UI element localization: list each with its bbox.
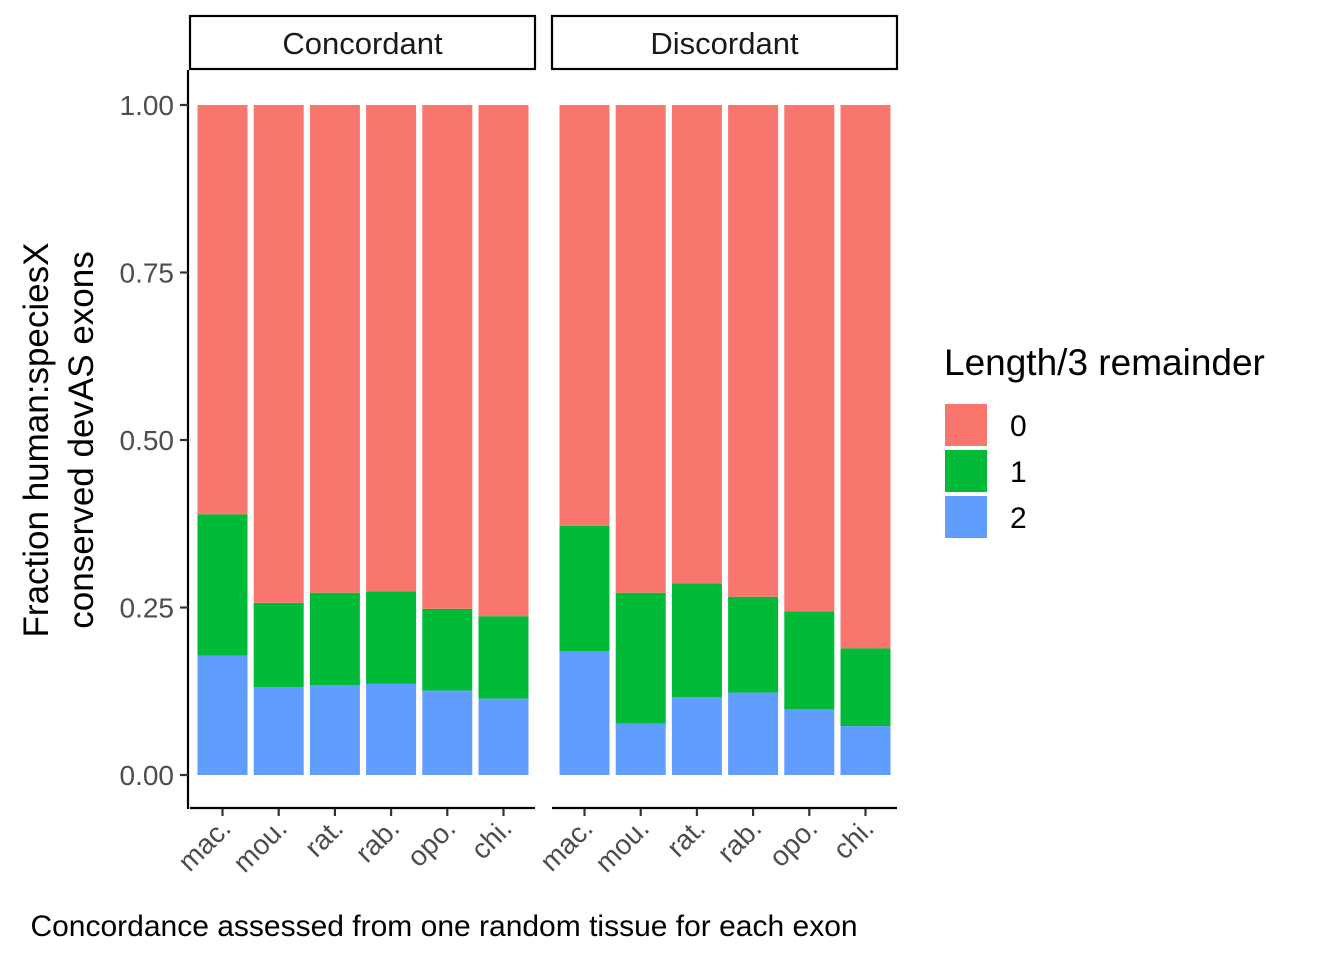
bar-segment-concordant-opo-0: [422, 105, 473, 609]
x-tick-label: chi.: [827, 812, 880, 865]
bar-segment-discordant-opo-0: [784, 105, 835, 612]
legend-title: Length/3 remainder: [944, 342, 1265, 383]
bar-segment-concordant-mac-2: [197, 655, 248, 775]
bar-segment-discordant-rab-1: [728, 596, 779, 693]
bar-segment-concordant-mac-1: [197, 514, 248, 656]
legend-key-2: [945, 496, 987, 538]
x-tick-label: mou.: [227, 812, 293, 878]
bar-segment-discordant-rat-0: [671, 105, 722, 584]
y-tick-label: 0.75: [120, 258, 175, 289]
bar-segment-concordant-chi-2: [478, 698, 529, 775]
y-tick-label: 0.25: [120, 593, 175, 624]
bar-segment-concordant-opo-2: [422, 690, 473, 775]
bar-segment-concordant-rat-2: [309, 685, 360, 775]
bar-segment-concordant-rat-1: [309, 592, 360, 686]
y-axis-label-line-1: Fraction human:speciesX: [17, 243, 56, 638]
bar-segment-concordant-chi-1: [478, 616, 529, 699]
bar-segment-discordant-mac-0: [559, 105, 610, 526]
facet-strip: [550, 14, 899, 71]
x-tick-label: rab.: [349, 812, 405, 868]
bar-segment-discordant-rab-0: [728, 105, 779, 597]
x-tick-label: mou.: [589, 812, 655, 878]
legend-key-1: [945, 450, 987, 492]
bar-segment-discordant-opo-2: [784, 709, 835, 775]
bar-segment-concordant-rat-0: [309, 105, 360, 593]
facet-discordant: Discordant mac.mou. rat. rab.opo. chi.: [534, 14, 899, 878]
bar-segment-concordant-mac-0: [197, 105, 248, 515]
bar-segment-discordant-opo-1: [784, 611, 835, 710]
y-axis: 0.00 0.25 0.50 0.75 1.00: [120, 70, 190, 809]
legend-key-0: [945, 404, 987, 446]
facet-strip: [188, 14, 537, 71]
bar-segment-concordant-rab-1: [366, 591, 417, 684]
x-tick-label: opo.: [401, 812, 461, 872]
bar-segment-discordant-mou-1: [615, 592, 666, 724]
legend-label-0: 0: [1010, 410, 1027, 443]
x-tick-label: chi.: [465, 812, 518, 865]
bar-segment-discordant-rat-1: [671, 583, 722, 698]
bar-segment-concordant-mou-0: [253, 105, 304, 603]
bar-segment-concordant-mou-2: [253, 687, 304, 775]
x-axis-label: Concordance assessed from one random tis…: [30, 910, 857, 943]
bar-segment-discordant-chi-1: [840, 648, 891, 727]
facet-strip-label: Discordant: [650, 26, 799, 61]
bar-segment-discordant-mac-1: [559, 525, 610, 652]
bar-segment-concordant-chi-0: [478, 105, 529, 617]
legend-label-2: 2: [1010, 502, 1027, 535]
x-tick-label: opo.: [763, 812, 823, 872]
y-tick-label: 0.00: [120, 760, 175, 791]
legend: Length/3 remainder 0 1 2: [944, 342, 1265, 538]
bar-segment-concordant-rab-0: [366, 105, 417, 592]
legend-label-1: 1: [1010, 456, 1027, 489]
x-tick-label: rat.: [661, 812, 712, 863]
bar-segment-discordant-chi-2: [840, 726, 891, 775]
facet-concordant: Concordant mac.mou. rat. rab.opo. chi.: [172, 14, 537, 878]
bar-segment-discordant-rab-2: [728, 692, 779, 775]
y-tick-label: 1.00: [120, 90, 175, 121]
bar-segment-concordant-opo-1: [422, 608, 473, 691]
x-tick-label: rab.: [711, 812, 767, 868]
y-axis-label-line-2: conserved devAS exons: [62, 251, 101, 628]
x-tick-label: mac.: [172, 812, 237, 877]
bar-segment-discordant-chi-0: [840, 105, 891, 649]
x-tick-label: mac.: [534, 812, 599, 877]
bar-segment-concordant-mou-1: [253, 602, 304, 688]
facet-strip-label: Concordant: [282, 26, 443, 61]
y-tick-label: 0.50: [120, 425, 175, 456]
bar-segment-concordant-rab-2: [366, 683, 417, 775]
x-tick-label: rat.: [299, 812, 350, 863]
bar-segment-discordant-mac-2: [559, 651, 610, 775]
bar-segment-discordant-mou-0: [615, 105, 666, 593]
bar-segment-discordant-rat-2: [671, 697, 722, 775]
bar-segment-discordant-mou-2: [615, 723, 666, 775]
